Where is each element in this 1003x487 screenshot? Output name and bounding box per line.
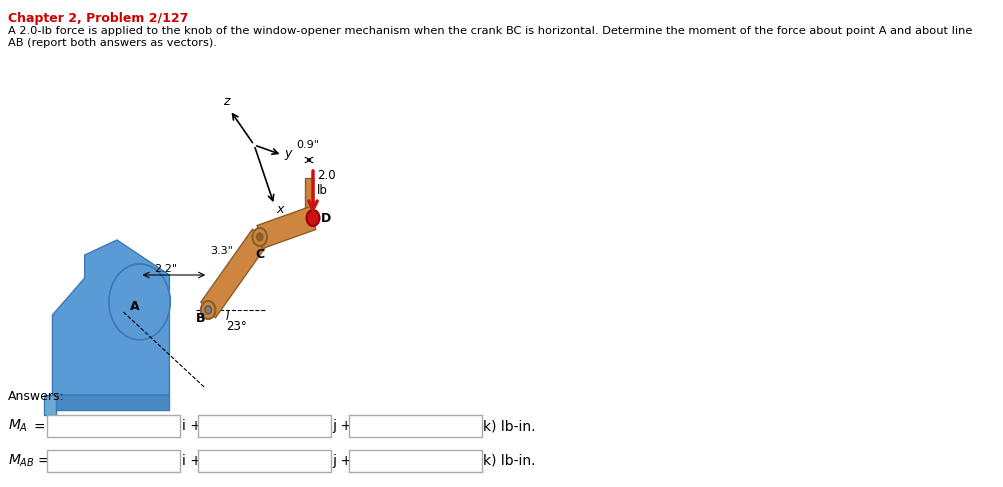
Text: AB (report both answers as vectors).: AB (report both answers as vectors). [8,38,217,48]
Text: D: D [321,211,331,225]
Text: B: B [196,312,206,324]
Text: = (: = ( [34,419,55,433]
Text: x: x [277,203,284,216]
Text: j +: j + [332,454,352,468]
Text: 2.2": 2.2" [154,264,178,274]
Bar [348,450,481,472]
Polygon shape [201,229,267,318]
Circle shape [201,301,216,319]
Text: 2.0
lb: 2.0 lb [317,169,335,197]
Bar [52,395,170,410]
Polygon shape [52,240,170,395]
Text: 23°: 23° [226,320,247,333]
Polygon shape [305,178,313,213]
Bar [198,450,330,472]
Bar [47,450,180,472]
Circle shape [108,264,171,340]
Bar [348,415,481,437]
Polygon shape [257,206,315,248]
Text: Answers:: Answers: [8,390,65,403]
Wedge shape [108,264,171,302]
Bar [44,395,56,415]
Text: y: y [285,147,292,160]
Circle shape [205,306,212,314]
Text: k) lb-in.: k) lb-in. [482,454,536,468]
Circle shape [257,233,263,241]
Text: Chapter 2, Problem 2/127: Chapter 2, Problem 2/127 [8,12,189,25]
Text: $M_{AB}$: $M_{AB}$ [8,453,35,469]
Text: A 2.0-lb force is applied to the knob of the window-opener mechanism when the cr: A 2.0-lb force is applied to the knob of… [8,26,972,36]
Text: = (: = ( [38,454,59,468]
Text: z: z [224,95,230,108]
Text: i +: i + [182,419,202,433]
Text: C: C [256,248,265,262]
Circle shape [253,228,267,246]
Bar [47,415,180,437]
Text: j +: j + [332,419,352,433]
Text: k) lb-in.: k) lb-in. [482,419,536,433]
Bar [198,415,330,437]
Text: 3.3": 3.3" [211,245,233,256]
Circle shape [306,210,319,226]
Text: A: A [129,300,139,314]
Text: 0.9": 0.9" [296,140,319,150]
Text: i +: i + [182,454,202,468]
Text: $M_A$: $M_A$ [8,418,28,434]
